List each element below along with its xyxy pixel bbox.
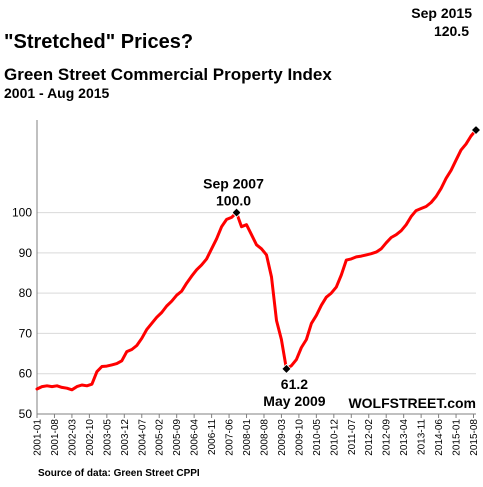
data-point-marker: [231, 207, 242, 218]
x-tick-label: 2001-08: [50, 419, 61, 456]
y-tick-label: 100: [12, 206, 32, 220]
x-tick-label: 2013-04: [399, 419, 410, 456]
watermark: WOLFSTREET.com: [348, 395, 476, 411]
y-tick-label: 70: [19, 326, 33, 340]
y-tick-label: 60: [19, 367, 33, 381]
x-tick-label: 2010-05: [312, 419, 323, 456]
x-tick-label: 2006-11: [207, 419, 218, 455]
series-layer: [35, 128, 478, 392]
x-tick-label: 2010-12: [329, 419, 340, 456]
annotation-value: 120.5: [434, 23, 469, 39]
x-tick-label: 2009-03: [277, 419, 288, 456]
x-tick-label: 2012-09: [382, 419, 393, 456]
data-point-marker: [470, 124, 482, 136]
annotation-date: Sep 2015: [411, 5, 472, 21]
data-point-marker: [281, 363, 292, 374]
x-tick-label: 2005-02: [155, 419, 166, 456]
x-tick-label: 2003-12: [120, 419, 131, 456]
x-tick-label: 2002-03: [67, 419, 78, 456]
date-range-label: 2001 - Aug 2015: [4, 85, 110, 101]
x-tick-label: 2015-08: [469, 419, 480, 456]
x-tick-label: 2011-07: [347, 419, 358, 455]
x-tick-label: 2009-10: [294, 419, 305, 456]
y-tick-label: 50: [19, 407, 33, 421]
y-tick-label: 90: [19, 246, 33, 260]
x-tick-label: 2008-01: [242, 419, 253, 456]
x-tick-label: 2015-01: [452, 419, 463, 456]
markers: [231, 124, 482, 374]
x-axis-tick-labels: 2001-01 2001-08 2002-03 2002-10 2003-05 2003-…: [33, 419, 481, 456]
x-tick-label: 2004-07: [137, 419, 148, 456]
x-tick-label: 2008-08: [259, 419, 270, 456]
x-tick-label: 2001-01: [33, 419, 44, 456]
source-note: Source of data: Green Street CPPI: [38, 468, 200, 479]
y-axis-tick-labels: 50 60 70 80 90 100: [12, 206, 32, 421]
gridlines: [37, 212, 476, 375]
series-line: [35, 128, 478, 392]
x-tick-label: 2013-11: [417, 419, 428, 455]
axes: [36, 120, 476, 418]
y-tick-label: 80: [19, 286, 33, 300]
x-tick-label: 2012-02: [364, 419, 375, 456]
annotation-value: 61.2: [281, 376, 308, 392]
annotation-value: 100.0: [216, 193, 251, 209]
annotation-date: May 2009: [263, 393, 325, 409]
chart-title: "Stretched" Prices?: [4, 31, 193, 53]
x-tick-label: 2003-05: [102, 419, 113, 456]
chart-subtitle: Green Street Commercial Property Index: [4, 65, 332, 84]
x-tick-label: 2007-06: [225, 419, 236, 456]
x-tick-label: 2005-09: [172, 419, 183, 456]
x-tick-label: 2002-10: [85, 419, 96, 456]
x-tick-label: 2014-06: [434, 419, 445, 456]
annotation-date: Sep 2007: [203, 176, 264, 192]
x-tick-label: 2006-04: [190, 419, 201, 456]
